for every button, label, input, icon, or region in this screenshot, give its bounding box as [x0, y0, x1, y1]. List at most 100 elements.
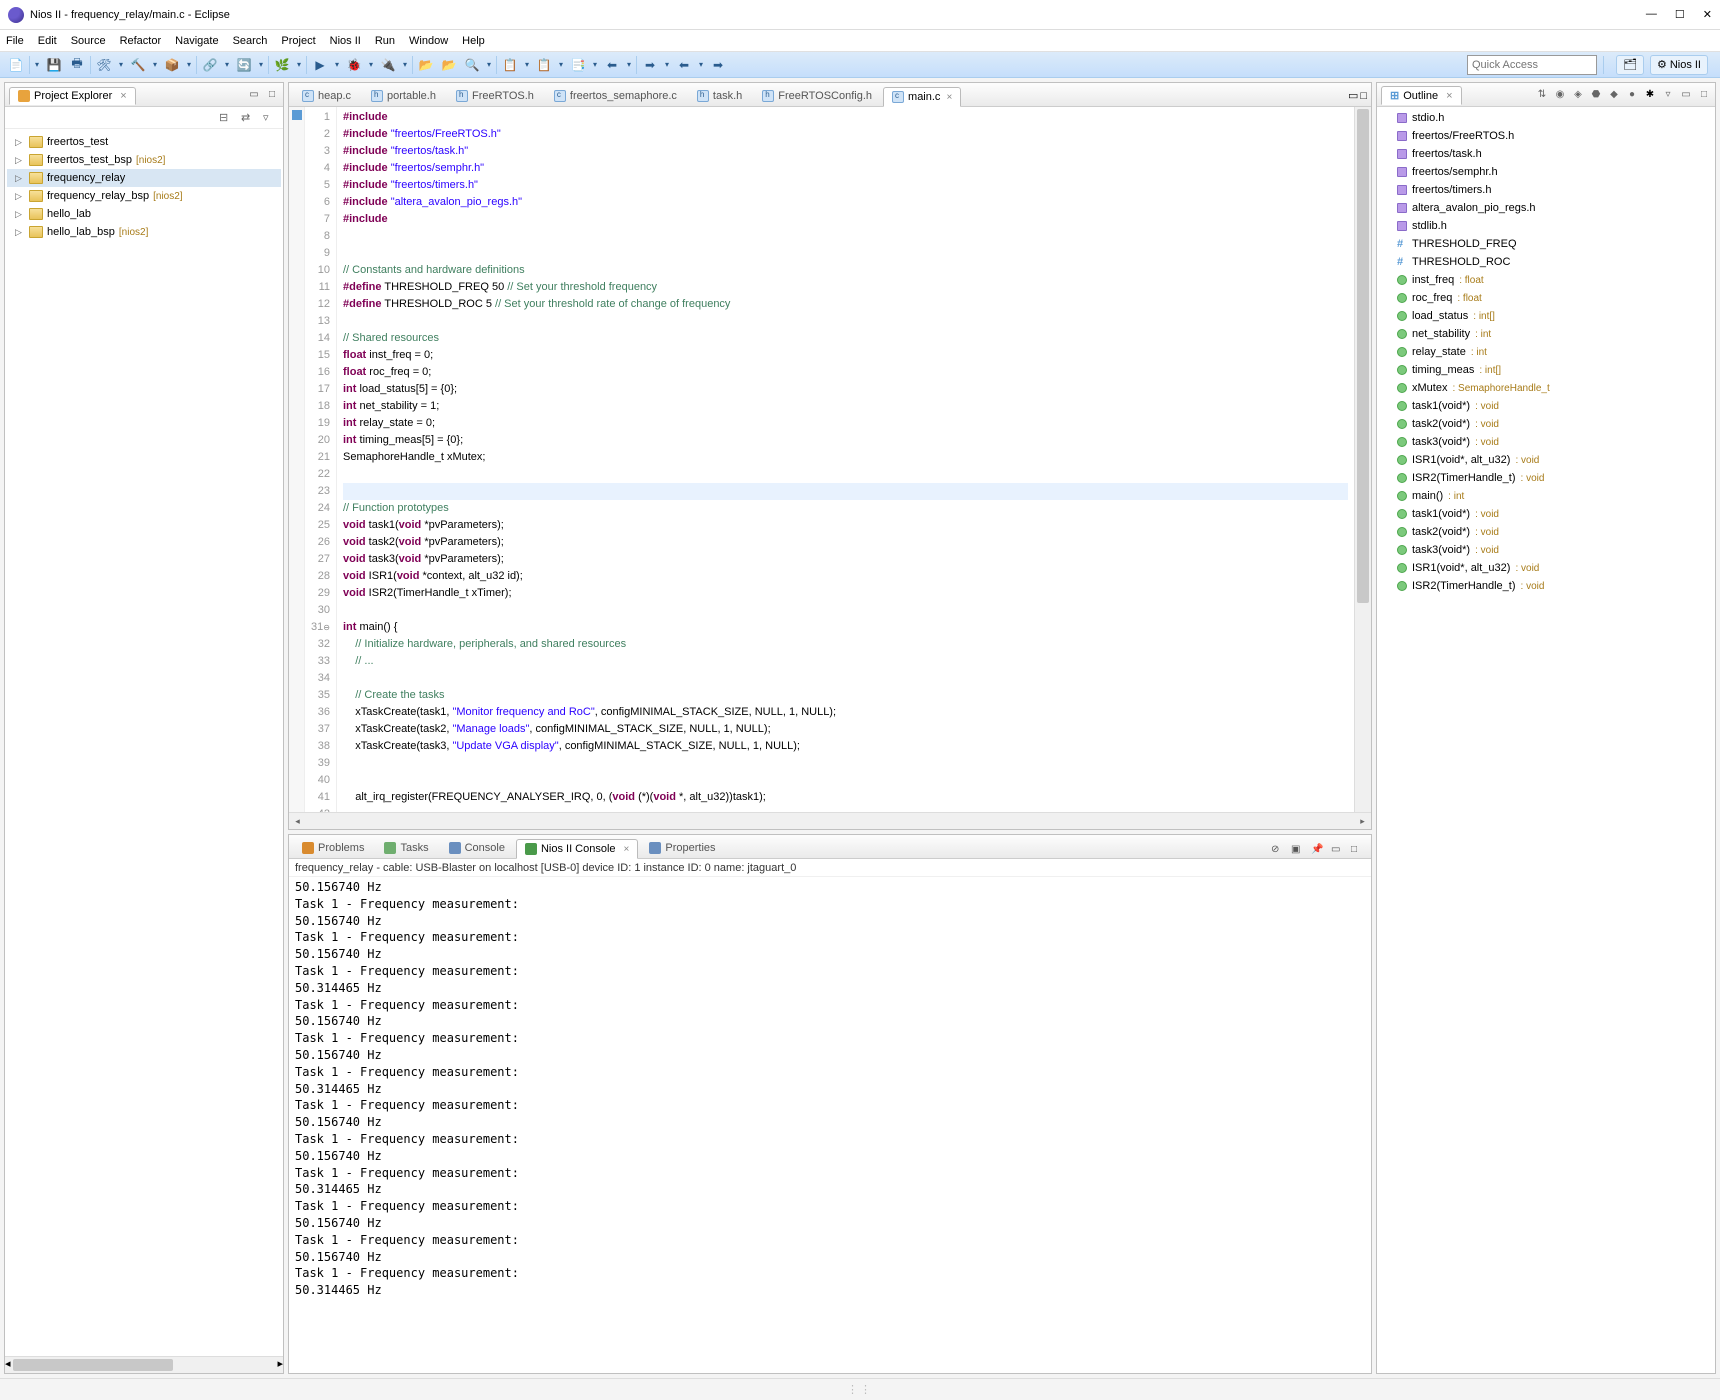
toolbar-button-22[interactable]: 📂: [416, 55, 436, 75]
dropdown-arrow-icon[interactable]: ▾: [663, 55, 671, 75]
toolbar-button-36[interactable]: ⬅: [674, 55, 694, 75]
expander-icon[interactable]: ▷: [15, 191, 25, 202]
collapse-all-icon[interactable]: ⊟: [219, 111, 233, 125]
outline-item[interactable]: #THRESHOLD_FREQ: [1379, 235, 1713, 253]
open-perspective-button[interactable]: 🗂: [1616, 55, 1644, 75]
view-menu-icon[interactable]: ▿: [263, 111, 277, 125]
toolbar-button-20[interactable]: 🔌: [378, 55, 398, 75]
outline-item[interactable]: #THRESHOLD_ROC: [1379, 253, 1713, 271]
dropdown-arrow-icon[interactable]: ▾: [257, 55, 265, 75]
menu-navigate[interactable]: Navigate: [175, 35, 218, 47]
dropdown-arrow-icon[interactable]: ▾: [625, 55, 633, 75]
dropdown-arrow-icon[interactable]: ▾: [557, 55, 565, 75]
editor-tab-FreeRTOS-h[interactable]: FreeRTOS.h: [447, 86, 543, 106]
outline-item[interactable]: altera_avalon_pio_regs.h: [1379, 199, 1713, 217]
outline-item[interactable]: task3(void*) : void: [1379, 433, 1713, 451]
project-hello_lab[interactable]: ▷hello_lab: [7, 205, 281, 223]
toolbar-button-23[interactable]: 📂: [439, 55, 459, 75]
outline-item[interactable]: load_status : int[]: [1379, 307, 1713, 325]
project-frequency_relay[interactable]: ▷frequency_relay: [7, 169, 281, 187]
outline-item[interactable]: xMutex : SemaphoreHandle_t: [1379, 379, 1713, 397]
minimize-editor-icon[interactable]: ▭: [1348, 89, 1358, 102]
toolbar-button-24[interactable]: 🔍: [462, 55, 482, 75]
filter-fields-icon[interactable]: ◉: [1553, 88, 1567, 102]
maximize-editor-icon[interactable]: □: [1360, 90, 1367, 102]
outline-item[interactable]: inst_freq : float: [1379, 271, 1713, 289]
toolbar-button-10[interactable]: 🔗: [200, 55, 220, 75]
console-toolbar-btn-0[interactable]: ⊘: [1271, 844, 1285, 858]
close-icon[interactable]: ×: [1446, 90, 1452, 102]
outline-tab[interactable]: ⊞ Outline ×: [1381, 86, 1462, 105]
expander-icon[interactable]: ▷: [15, 155, 25, 166]
close-button[interactable]: ✕: [1703, 8, 1712, 21]
toolbar-button-4[interactable]: 🛠: [94, 55, 114, 75]
outline-item[interactable]: relay_state : int: [1379, 343, 1713, 361]
outline-item[interactable]: freertos/task.h: [1379, 145, 1713, 163]
toolbar-button-3[interactable]: 🖶: [67, 55, 87, 75]
maximize-view-icon[interactable]: □: [1697, 88, 1711, 102]
maximize-button[interactable]: ☐: [1675, 8, 1685, 21]
menu-window[interactable]: Window: [409, 35, 448, 47]
project-hello_lab_bsp[interactable]: ▷hello_lab_bsp [nios2]: [7, 223, 281, 241]
toolbar-button-6[interactable]: 🔨: [128, 55, 148, 75]
maximize-view-icon[interactable]: □: [265, 88, 279, 102]
toolbar-button-30[interactable]: 📑: [568, 55, 588, 75]
minimize-button[interactable]: —: [1646, 8, 1657, 21]
bottom-tab-console[interactable]: Console: [440, 838, 514, 858]
editor-tab-task-h[interactable]: task.h: [688, 86, 751, 106]
menu-file[interactable]: File: [6, 35, 24, 47]
outline-item[interactable]: roc_freq : float: [1379, 289, 1713, 307]
bottom-tab-properties[interactable]: Properties: [640, 838, 724, 858]
menu-source[interactable]: Source: [71, 35, 106, 47]
toolbar-button-12[interactable]: 🔄: [234, 55, 254, 75]
menu-help[interactable]: Help: [462, 35, 485, 47]
toolbar-button-8[interactable]: 📦: [162, 55, 182, 75]
console-output[interactable]: 50.156740 Hz Task 1 - Frequency measurem…: [289, 877, 1371, 1373]
bottom-tab-problems[interactable]: Problems: [293, 838, 373, 858]
outline-item[interactable]: ISR1(void*, alt_u32) : void: [1379, 451, 1713, 469]
outline-item[interactable]: ISR2(TimerHandle_t) : void: [1379, 577, 1713, 595]
outline-item[interactable]: ISR2(TimerHandle_t) : void: [1379, 469, 1713, 487]
outline-item[interactable]: task1(void*) : void: [1379, 397, 1713, 415]
dropdown-arrow-icon[interactable]: ▾: [151, 55, 159, 75]
toolbar-button-26[interactable]: 📋: [500, 55, 520, 75]
bottom-tab-nios-ii-console[interactable]: Nios II Console×: [516, 839, 638, 859]
outline-item[interactable]: task2(void*) : void: [1379, 523, 1713, 541]
outline-item[interactable]: main() : int: [1379, 487, 1713, 505]
group-icon[interactable]: ✱: [1643, 88, 1657, 102]
menu-run[interactable]: Run: [375, 35, 395, 47]
toolbar-button-38[interactable]: ➡: [708, 55, 728, 75]
project-explorer-tab[interactable]: Project Explorer ×: [9, 87, 136, 105]
dropdown-arrow-icon[interactable]: ▾: [401, 55, 409, 75]
expander-icon[interactable]: ▷: [15, 137, 25, 148]
outline-item[interactable]: task1(void*) : void: [1379, 505, 1713, 523]
dropdown-arrow-icon[interactable]: ▾: [485, 55, 493, 75]
vertical-scrollbar[interactable]: [1354, 107, 1371, 812]
dropdown-arrow-icon[interactable]: ▾: [117, 55, 125, 75]
outline-item[interactable]: freertos/timers.h: [1379, 181, 1713, 199]
menu-refactor[interactable]: Refactor: [120, 35, 162, 47]
outline-item[interactable]: net_stability : int: [1379, 325, 1713, 343]
toolbar-button-16[interactable]: ▶: [310, 55, 330, 75]
close-icon[interactable]: ×: [624, 844, 630, 855]
minimize-view-icon[interactable]: ▭: [1679, 88, 1693, 102]
project-tree[interactable]: ▷freertos_test▷freertos_test_bsp [nios2]…: [5, 129, 283, 1356]
toolbar-button-14[interactable]: 🌿: [272, 55, 292, 75]
outline-item[interactable]: stdlib.h: [1379, 217, 1713, 235]
editor-tab-FreeRTOSConfig-h[interactable]: FreeRTOSConfig.h: [753, 86, 881, 106]
outline-item[interactable]: stdio.h: [1379, 109, 1713, 127]
sash-grip-icon[interactable]: ⋮⋮: [847, 1383, 873, 1396]
menu-search[interactable]: Search: [233, 35, 268, 47]
dropdown-arrow-icon[interactable]: ▾: [185, 55, 193, 75]
editor-tab-portable-h[interactable]: portable.h: [362, 86, 445, 106]
outline-item[interactable]: freertos/semphr.h: [1379, 163, 1713, 181]
toolbar-button-2[interactable]: 💾: [44, 55, 64, 75]
sort-icon[interactable]: ⇅: [1535, 88, 1549, 102]
console-toolbar-btn-3[interactable]: ▭: [1331, 844, 1345, 858]
horizontal-scrollbar[interactable]: ◂▸: [5, 1356, 283, 1373]
menu-project[interactable]: Project: [281, 35, 315, 47]
toolbar-button-18[interactable]: 🐞: [344, 55, 364, 75]
outline-tree[interactable]: stdio.hfreertos/FreeRTOS.hfreertos/task.…: [1377, 107, 1715, 1373]
bottom-tab-tasks[interactable]: Tasks: [375, 838, 437, 858]
editor-horizontal-scrollbar[interactable]: ◂▸: [289, 812, 1371, 829]
